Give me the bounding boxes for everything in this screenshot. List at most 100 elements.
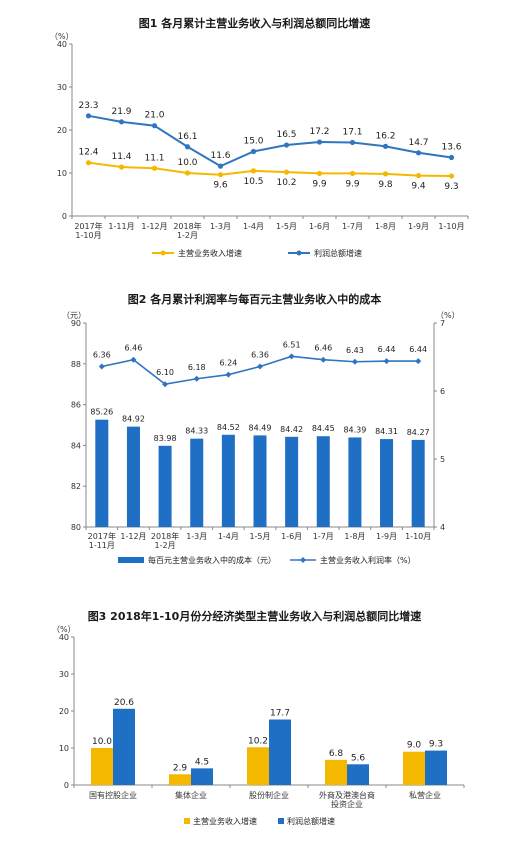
- chart-2-y-left-tick-label: 80: [71, 523, 81, 532]
- chart-2-x-tick-label: 1-5月: [249, 532, 270, 541]
- chart-1-point: [184, 170, 191, 176]
- chart-1-point: [184, 144, 191, 150]
- chart-2-x-tick-label: 1-4月: [218, 532, 239, 541]
- chart-2-bar: [221, 434, 235, 527]
- chart-1-data-label: 10.5: [243, 177, 263, 187]
- chart-1-x-tick-label: 1-7月: [342, 222, 363, 231]
- chart-2-line-label: 6.43: [346, 346, 364, 355]
- chart-1-title: 图1 各月累计主营业务收入与利润总额同比增速: [139, 16, 370, 30]
- chart-2: 图2 各月累计利润率与每百元主营业务收入中的成本 （元） （%） 80 82 84 86 88…: [62, 292, 460, 565]
- chart-1-x-tick-label: 2017年 1-10月: [74, 221, 102, 240]
- chart-2-x-tick-label: 1-6月: [281, 532, 302, 541]
- chart-1-data-label: 16.2: [375, 131, 395, 141]
- chart-2-y-left-tick-label: 88: [71, 360, 81, 369]
- chart-2-point: [415, 358, 422, 365]
- chart-3-x-tick-label: 私营企业: [409, 790, 441, 800]
- chart-1-point: [151, 123, 158, 129]
- chart-3-bar: [247, 747, 269, 785]
- chart-3-bar-label: 17.7: [270, 709, 290, 719]
- chart-3-bar-label: 6.8: [329, 749, 344, 759]
- chart-2-bar: [158, 445, 172, 527]
- chart-3-bar: [425, 750, 447, 785]
- chart-3-legend-label: 利润总额增速: [287, 816, 335, 826]
- chart-2-bar-label: 84.52: [217, 423, 240, 432]
- chart-1-x-tick-label: 1-10月: [438, 222, 464, 231]
- chart-2-bar: [190, 438, 204, 527]
- chart-2-point: [130, 356, 137, 363]
- chart-1-y-tick-label: 30: [57, 83, 67, 92]
- chart-1-point: [382, 171, 389, 177]
- chart-2-point: [351, 358, 358, 365]
- chart-1-point: [382, 143, 389, 149]
- chart-2-legend-marker: [300, 557, 306, 563]
- chart-1-point: [448, 173, 455, 179]
- chart-2-bar: [348, 437, 362, 527]
- chart-2-line-label: 6.36: [251, 351, 269, 360]
- chart-3-y-tick-label: 40: [59, 633, 69, 642]
- chart-1-x-tick-label: 1-8月: [375, 222, 396, 231]
- chart-2-bar-label: 84.33: [185, 427, 208, 436]
- chart-1-data-label: 10.2: [276, 178, 296, 188]
- chart-1-data-label: 13.6: [441, 143, 461, 153]
- chart-1-x-tick-label: 2018年 1-2月: [173, 221, 201, 240]
- chart-1-data-label: 12.4: [78, 148, 98, 158]
- chart-3-title: 图3 2018年1-10月份分经济类型主营业务收入与利润总额同比增速: [88, 609, 422, 623]
- chart-2-bar-label: 84.92: [122, 415, 145, 424]
- chart-1-data-label: 21.9: [111, 107, 131, 117]
- chart-2-bar-label: 84.42: [280, 425, 303, 434]
- chart-1-point: [448, 154, 455, 161]
- chart-2-x-tick-label: 2018年 1-2月: [151, 531, 179, 550]
- chart-3-y-unit: （%）: [52, 625, 76, 634]
- chart-2-series-line: [101, 355, 419, 386]
- chart-3-y-tick-label: 30: [59, 670, 69, 679]
- chart-3-bar: [91, 748, 113, 785]
- chart-3-bar: [347, 764, 369, 785]
- chart-1-x-tick-label: 1-12月: [141, 222, 167, 231]
- chart-2-line-label: 6.44: [378, 345, 396, 354]
- chart-1-y-unit: （%）: [50, 32, 74, 41]
- chart-2-line-label: 6.36: [93, 351, 111, 360]
- chart-1-point: [415, 150, 422, 156]
- chart-1-data-label: 11.4: [111, 152, 131, 162]
- chart-2-title: 图2 各月累计利润率与每百元主营业务收入中的成本: [128, 292, 381, 306]
- chart-3-bar-label: 9.3: [429, 740, 443, 750]
- chart-1-data-label: 17.2: [309, 127, 329, 137]
- chart-1-x-tick-label: 1-11月: [108, 222, 134, 231]
- chart-2-bar-label: 84.31: [375, 427, 398, 436]
- chart-3-legend-label: 主营业务收入增速: [193, 816, 257, 826]
- chart-1-y-tick-label: 20: [57, 126, 67, 135]
- chart-1-data-label: 9.9: [312, 179, 327, 189]
- chart-2-point: [193, 375, 200, 382]
- chart-1-legend-marker: [296, 250, 302, 256]
- chart-2-bar: [126, 426, 140, 527]
- chart-1-legend-label: 利润总额增速: [314, 248, 362, 258]
- chart-1-point: [283, 169, 290, 175]
- chart-2-y-left-tick-label: 90: [71, 319, 81, 328]
- chart-2-y-left-tick-label: 82: [71, 482, 81, 491]
- chart-1-point: [250, 168, 257, 174]
- chart-1-point: [85, 113, 92, 119]
- chart-3-bar: [113, 708, 135, 785]
- chart-2-bar: [316, 436, 330, 527]
- chart-1-point: [118, 119, 125, 125]
- chart-3-bar: [191, 768, 213, 785]
- chart-1-y-tick-label: 10: [57, 169, 67, 178]
- chart-1-data-label: 16.1: [177, 132, 197, 142]
- chart-2-y-right-unit: （%）: [436, 311, 460, 320]
- chart-1-x-tick-label: 1-5月: [276, 222, 297, 231]
- chart-1-data-label: 9.3: [444, 182, 458, 192]
- chart-2-x-tick-label: 2017年 1-11月: [88, 531, 116, 550]
- chart-1-data-label: 21.0: [144, 111, 164, 121]
- chart-1-data-label: 9.6: [213, 181, 228, 191]
- chart-2-x-tick-label: 1-7月: [313, 532, 334, 541]
- chart-1: 图1 各月累计主营业务收入与利润总额同比增速 （%） 0 10 20 30 40 2017年 1…: [50, 16, 469, 258]
- chart-1-point: [415, 172, 422, 179]
- chart-3-bar: [169, 774, 191, 785]
- chart-2-y-left-tick-label: 84: [71, 441, 81, 450]
- chart-3-bar: [325, 759, 347, 785]
- chart-1-data-label: 23.3: [78, 101, 98, 111]
- chart-1-data-label: 14.7: [408, 138, 428, 148]
- chart-1-data-label: 15.0: [243, 137, 263, 147]
- chart-2-legend-swatch: [118, 557, 144, 563]
- chart-1-point: [151, 165, 158, 171]
